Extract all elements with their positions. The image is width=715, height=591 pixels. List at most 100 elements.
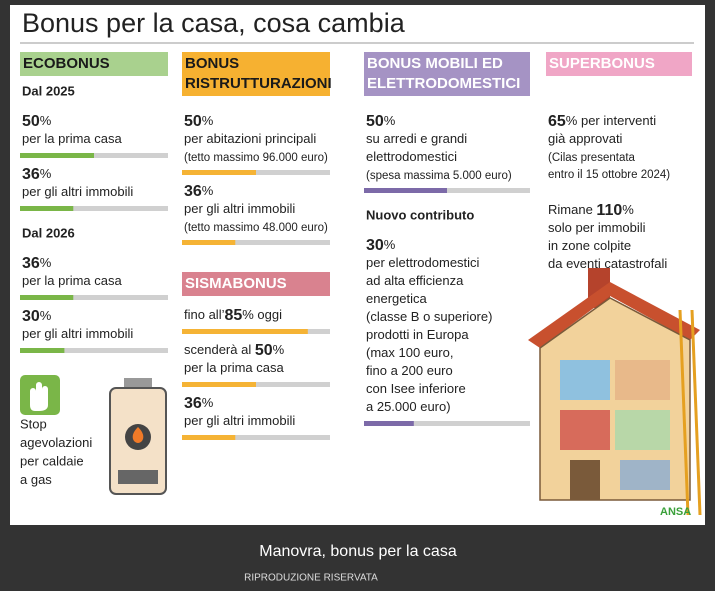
text-run: a 25.000 euro)	[366, 399, 451, 414]
text-line: (tetto massimo 96.000 euro)	[184, 152, 328, 164]
text-run: (Cilas presentata	[548, 152, 636, 164]
text-line: a 25.000 euro)	[366, 399, 451, 414]
text-run: %	[202, 183, 214, 198]
caption: Manovra, bonus per la casa	[259, 543, 457, 560]
text-run: per abitazioni principali	[184, 131, 316, 146]
text-run: %	[202, 113, 214, 128]
text-run: fino all’	[184, 307, 225, 322]
percent: 36	[184, 395, 202, 412]
text-line: per gli altri immobili	[184, 201, 295, 216]
text-run: da eventi catastrofali	[548, 256, 667, 271]
column-header	[182, 52, 330, 96]
bar-track	[20, 348, 168, 353]
percent: 110	[596, 202, 622, 219]
text-run: (tetto massimo 48.000 euro)	[184, 222, 328, 234]
percent: 50	[366, 113, 384, 130]
text-run: %	[202, 395, 214, 410]
note-line: Stop	[20, 416, 47, 431]
note-line: a gas	[20, 472, 52, 487]
text-line: 36%	[22, 255, 52, 272]
text-run: per la prima casa	[184, 360, 284, 375]
text-line: 50%	[22, 113, 52, 130]
column-header-text: SUPERBONUS	[549, 55, 655, 72]
text-line: per abitazioni principali	[184, 131, 316, 146]
bar	[182, 382, 256, 387]
text-run: (max 100 euro,	[366, 345, 453, 360]
text-line: (classe B o superiore)	[366, 309, 492, 324]
section-heading: Dal 2026	[22, 225, 75, 240]
text-run: %	[622, 202, 634, 217]
text-run: entro il 15 ottobre 2024)	[548, 169, 670, 181]
text-line: per gli altri immobili	[22, 184, 133, 199]
source: ANSA	[660, 506, 691, 518]
text-line: con Isee inferiore	[366, 381, 466, 396]
text-line: su arredi e grandi	[366, 131, 467, 146]
text-line: entro il 15 ottobre 2024)	[548, 169, 670, 181]
credit: RIPRODUZIONE RISERVATA	[244, 573, 378, 584]
text-line: 36%	[184, 183, 214, 200]
column-header	[20, 52, 168, 76]
text-line: 30%	[366, 237, 396, 254]
bar	[182, 435, 236, 440]
bar	[182, 170, 256, 175]
text-line: per elettrodomestici	[366, 255, 480, 270]
text-line: prodotti in Europa	[366, 327, 469, 342]
text-run: % oggi	[242, 307, 282, 322]
text-line: fino a 200 euro	[366, 363, 453, 378]
text-run: %	[40, 308, 52, 323]
bar-track	[182, 435, 330, 440]
percent: 50	[184, 113, 202, 130]
percent: 30	[366, 237, 384, 254]
text-line: da eventi catastrofali	[548, 256, 667, 271]
bar	[20, 295, 74, 300]
text-line: 36%	[22, 166, 52, 183]
boiler-illustration	[109, 378, 167, 495]
text-run: %	[273, 342, 285, 357]
text-line: (Cilas presentata	[548, 152, 636, 164]
text-run: per la prima casa	[22, 131, 122, 146]
text-run: fino a 200 euro	[366, 363, 453, 378]
column-header-text: BONUS MOBILI ED	[367, 55, 503, 72]
text-run: %	[384, 237, 396, 252]
text-run: %	[40, 166, 52, 181]
text-run: per gli altri immobili	[184, 413, 295, 428]
text-line: per gli altri immobili	[184, 413, 295, 428]
text-line: 50%	[366, 113, 396, 130]
text-run: per elettrodomestici	[366, 255, 480, 270]
text-run: solo per immobili	[548, 220, 646, 235]
text-line: per la prima casa	[22, 273, 122, 288]
text-line: (tetto massimo 48.000 euro)	[184, 222, 328, 234]
bar-track	[20, 206, 168, 211]
text-run: per la prima casa	[22, 273, 122, 288]
text-run: %	[40, 113, 52, 128]
bar	[20, 206, 74, 211]
text-line: ad alta efficienza	[366, 273, 464, 288]
text-line: (spesa massima 5.000 euro)	[366, 170, 512, 182]
bar-track	[364, 421, 530, 426]
percent: 65	[548, 113, 566, 130]
text-line: 50%	[184, 113, 214, 130]
text-run: scenderà al	[184, 342, 255, 357]
percent: 36	[184, 183, 202, 200]
bar	[20, 153, 94, 158]
column-header-text: ECOBONUS	[23, 55, 110, 72]
text-run: già approvati	[548, 131, 623, 146]
text-run: % per interventi	[566, 113, 656, 128]
text-run: (spesa massima 5.000 euro)	[366, 170, 512, 182]
text-run: (classe B o superiore)	[366, 309, 492, 324]
text-run: energetica	[366, 291, 427, 306]
text-line: 30%	[22, 308, 52, 325]
house-illustration	[528, 268, 702, 516]
text-run: prodotti in Europa	[366, 327, 469, 342]
text-line: per la prima casa	[22, 131, 122, 146]
title: Bonus per la casa, cosa cambia	[22, 8, 406, 38]
bar-track	[182, 240, 330, 245]
percent: 30	[22, 308, 40, 325]
column-header	[546, 52, 692, 76]
percent: 36	[22, 166, 40, 183]
text-run: Rimane	[548, 202, 596, 217]
text-run: %	[384, 113, 396, 128]
text-run: per gli altri immobili	[22, 184, 133, 199]
stop-icon	[20, 375, 60, 415]
text-run: per gli altri immobili	[184, 201, 295, 216]
